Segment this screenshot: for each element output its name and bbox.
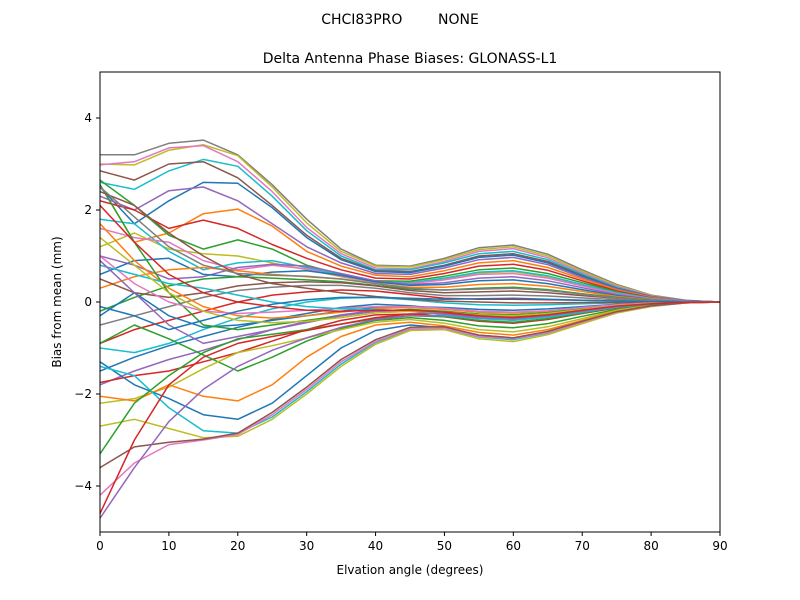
series-line-s01 — [100, 139, 720, 303]
series-line-s14 — [100, 255, 720, 303]
x-tick-label: 30 — [299, 539, 314, 553]
x-axis: 0 10 20 30 40 50 60 70 80 90 — [96, 532, 728, 553]
x-tick-label: 40 — [368, 539, 383, 553]
y-tick-label: 2 — [84, 203, 92, 217]
x-tick-label: 60 — [506, 539, 521, 553]
series-line-s19 — [100, 284, 720, 326]
series-line-s08 — [100, 184, 720, 303]
series-line-s04 — [100, 158, 720, 303]
y-tick-label: 4 — [84, 111, 92, 125]
series-line-s07 — [100, 186, 720, 303]
x-tick-label: 0 — [96, 539, 104, 553]
y-tick-label: −2 — [74, 387, 92, 401]
series-line-s40 — [100, 186, 720, 303]
series-line-s45 — [100, 296, 720, 331]
series-line-s30 — [100, 301, 720, 439]
series-line-s26 — [100, 301, 720, 404]
series-line-s46 — [100, 204, 720, 319]
series-layer — [100, 139, 720, 519]
series-line-s39 — [100, 190, 720, 304]
y-axis: −4 −2 0 2 4 — [74, 111, 100, 493]
series-line-s02 — [100, 143, 720, 303]
x-tick-label: 50 — [437, 539, 452, 553]
series-line-s13 — [100, 227, 720, 303]
series-line-s15 — [100, 257, 720, 303]
series-line-s09 — [100, 200, 720, 303]
y-tick-label: −4 — [74, 479, 92, 493]
y-tick-label: 0 — [84, 295, 92, 309]
x-tick-label: 90 — [712, 539, 727, 553]
chart-suptitle: CHCI83PRO NONE — [321, 12, 479, 28]
series-line-s03 — [100, 144, 720, 303]
series-line-s12 — [100, 218, 720, 303]
x-tick-label: 20 — [230, 539, 245, 553]
x-tick-label: 70 — [575, 539, 590, 553]
series-line-s32 — [100, 301, 720, 469]
series-line-s10 — [100, 179, 720, 303]
series-line-s16 — [100, 266, 720, 303]
chart-title: Delta Antenna Phase Biases: GLONASS-L1 — [263, 51, 558, 67]
series-line-s25 — [100, 301, 720, 372]
x-tick-label: 80 — [643, 539, 658, 553]
y-axis-label: Bias from mean (mm) — [50, 236, 64, 367]
x-axis-label: Elvation angle (degrees) — [337, 563, 484, 577]
x-tick-label: 10 — [161, 539, 176, 553]
